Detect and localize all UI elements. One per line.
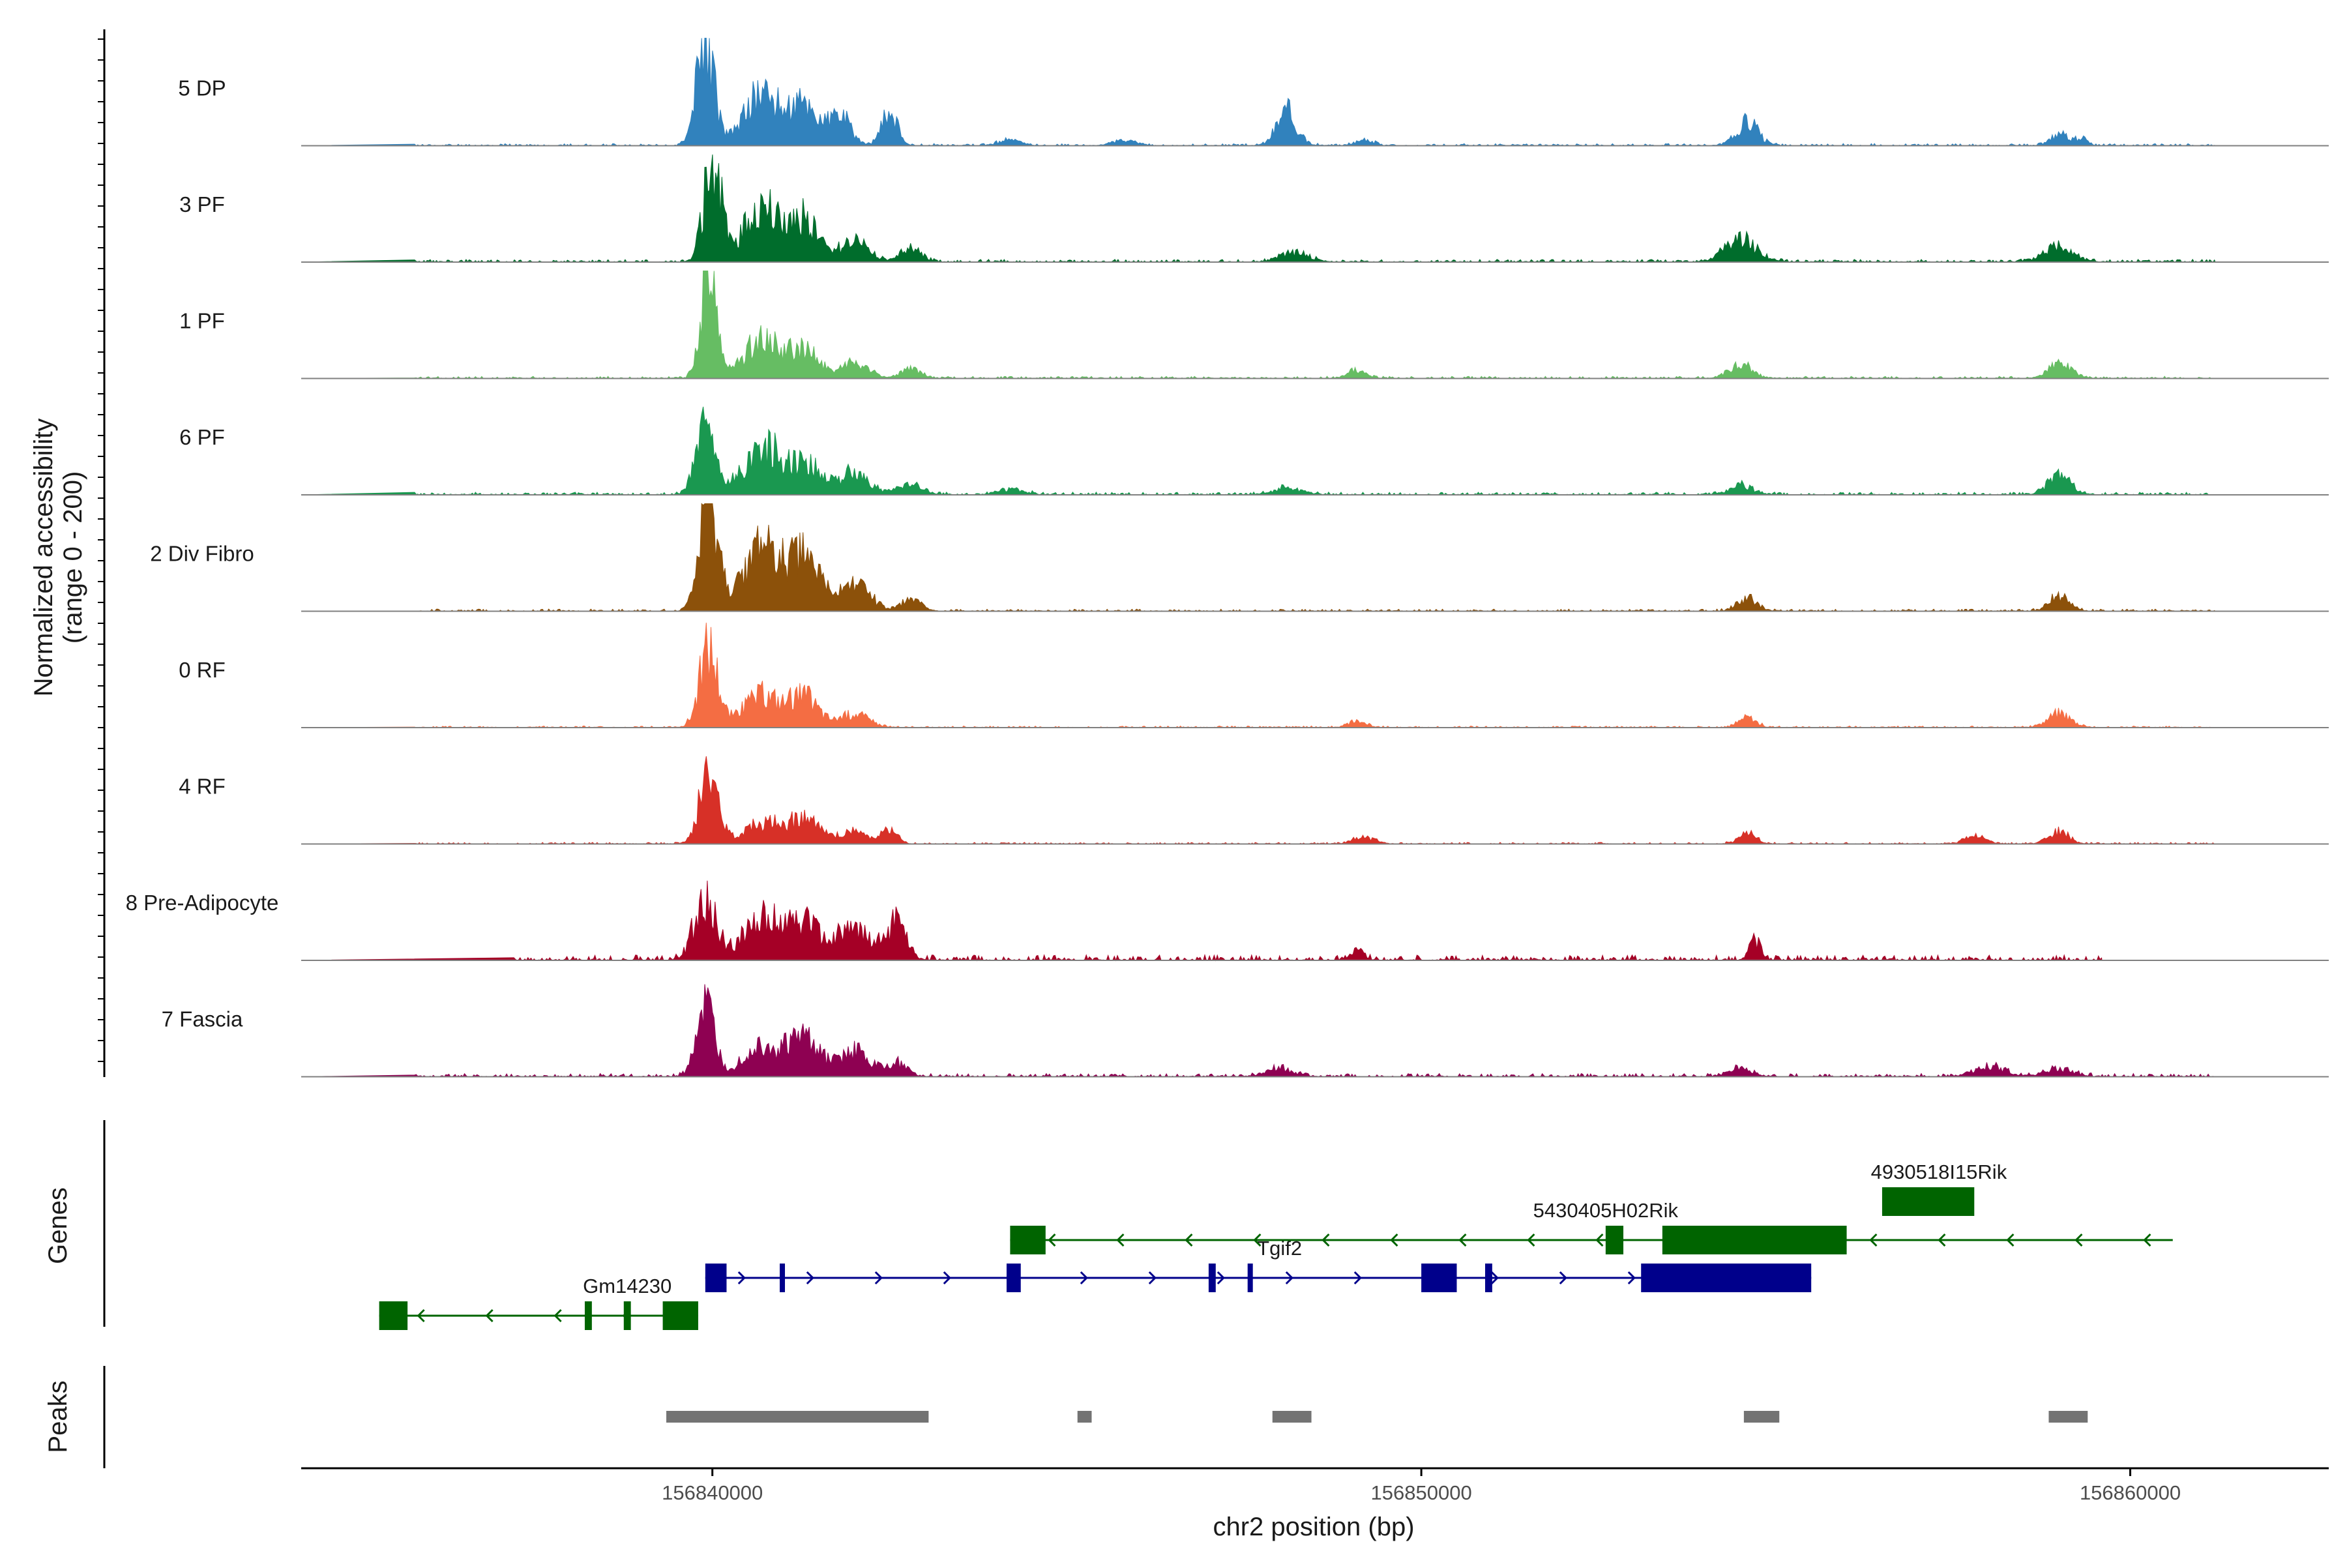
gene-label: 4930518I15Rik xyxy=(1871,1161,2007,1183)
gene-exon xyxy=(705,1264,727,1292)
track-label: 2 Div Fibro xyxy=(150,542,254,566)
track-5-dp: 5 DP xyxy=(178,38,2329,147)
strand-arrow xyxy=(1048,1233,1056,1247)
strand-arrow xyxy=(1185,1233,1193,1247)
peaks-panel xyxy=(666,1411,2088,1423)
gene-exon xyxy=(1006,1264,1021,1292)
track-label: 3 PF xyxy=(179,192,225,216)
strand-arrow xyxy=(1869,1233,1878,1247)
track-8-pre-adipocyte: 8 Pre-Adipocyte xyxy=(126,880,2329,962)
gene-exon xyxy=(1247,1264,1253,1292)
peak-region xyxy=(1272,1411,1312,1423)
track-2-div-fibro: 2 Div Fibro xyxy=(150,503,2329,612)
strand-arrow xyxy=(1458,1233,1467,1247)
track-6-pf: 6 PF xyxy=(179,406,2329,496)
strand-arrow xyxy=(1285,1271,1293,1285)
strand-arrow xyxy=(1253,1233,1262,1247)
peak-region xyxy=(2048,1411,2088,1423)
gene-exon xyxy=(780,1264,786,1292)
peak-region xyxy=(1077,1411,1092,1423)
peak-region xyxy=(666,1411,929,1423)
strand-arrow xyxy=(1116,1233,1125,1247)
gene-5430405h02rik: 5430405H02Rik xyxy=(1010,1199,2173,1254)
gene-exon xyxy=(584,1301,592,1330)
strand-arrow xyxy=(1527,1233,1535,1247)
x-axis-ticks: 156840000 156850000 156860000 xyxy=(662,1468,2181,1504)
strand-arrow xyxy=(1080,1271,1088,1285)
peak-region xyxy=(1743,1411,1780,1423)
track-label: 1 PF xyxy=(179,309,225,333)
strand-arrow xyxy=(1321,1233,1330,1247)
strand-arrow xyxy=(417,1309,425,1323)
gene-exon xyxy=(623,1301,631,1330)
strand-arrow xyxy=(1490,1271,1499,1285)
y-axis-title: Normalized accessibility xyxy=(29,419,58,697)
x-axis-title: chr2 position (bp) xyxy=(1213,1513,1414,1541)
strand-arrow xyxy=(1390,1233,1398,1247)
x-tick-label: 156860000 xyxy=(2080,1481,2181,1504)
strand-arrow xyxy=(1353,1271,1362,1285)
gene-exon xyxy=(1010,1226,1046,1254)
coverage-area xyxy=(301,154,2216,263)
track-label: 0 RF xyxy=(179,658,226,682)
gene-exon xyxy=(1605,1226,1624,1254)
strand-arrow xyxy=(943,1271,951,1285)
strand-arrow xyxy=(1595,1233,1604,1247)
strand-arrow xyxy=(554,1309,562,1323)
strand-arrow xyxy=(1148,1271,1157,1285)
gene-exon xyxy=(1421,1264,1457,1292)
gene-exon xyxy=(1662,1226,1847,1254)
peaks-panel-label: Peaks xyxy=(44,1380,72,1453)
track-label: 6 PF xyxy=(179,425,225,449)
gene-label: 5430405H02Rik xyxy=(1533,1199,1679,1222)
gene-4930518i15rik: 4930518I15Rik xyxy=(1871,1161,2007,1216)
track-7-fascia: 7 Fascia xyxy=(162,984,2329,1078)
gene-exon xyxy=(1882,1187,1975,1216)
strand-arrow xyxy=(1559,1271,1567,1285)
gene-exon xyxy=(1484,1264,1492,1292)
strand-arrow xyxy=(2006,1233,2015,1247)
x-tick-label: 156840000 xyxy=(662,1481,763,1504)
track-label: 4 RF xyxy=(179,775,226,799)
strand-arrow xyxy=(1627,1271,1636,1285)
coverage-area xyxy=(301,880,2103,962)
track-4-rf: 4 RF xyxy=(179,756,2329,845)
gene-exon xyxy=(662,1301,698,1330)
strand-arrow xyxy=(1217,1271,1225,1285)
strand-arrow xyxy=(485,1309,494,1323)
strand-arrow xyxy=(1938,1233,1946,1247)
track-3-pf: 3 PF xyxy=(179,154,2329,263)
gene-exon xyxy=(1641,1264,1812,1292)
gene-exon xyxy=(379,1301,408,1330)
strand-arrow xyxy=(2074,1233,2083,1247)
track-label: 7 Fascia xyxy=(162,1007,243,1031)
gene-exon xyxy=(1208,1264,1216,1292)
track-label: 8 Pre-Adipocyte xyxy=(126,891,279,915)
accessibility-tracks: 5 DP 3 PF 1 PF 6 PF 2 Div Fibro 0 RF 4 RF 8 Pre… xyxy=(126,38,2329,1078)
track-1-pf: 1 PF xyxy=(179,271,2329,379)
tracks-y-axis-ticks xyxy=(98,38,104,1062)
strand-arrow xyxy=(806,1271,814,1285)
strand-arrow xyxy=(2143,1233,2151,1247)
track-label: 5 DP xyxy=(178,76,226,100)
strand-arrow xyxy=(737,1271,746,1285)
y-axis-title-range: (range 0 - 200) xyxy=(59,471,87,644)
gene-label: Gm14230 xyxy=(583,1275,672,1297)
x-tick-label: 156850000 xyxy=(1371,1481,1472,1504)
genes-panel-label: Genes xyxy=(44,1187,72,1264)
strand-arrow xyxy=(874,1271,883,1285)
gene-gm14230: Gm14230 xyxy=(379,1275,698,1330)
track-0-rf: 0 RF xyxy=(179,623,2329,728)
